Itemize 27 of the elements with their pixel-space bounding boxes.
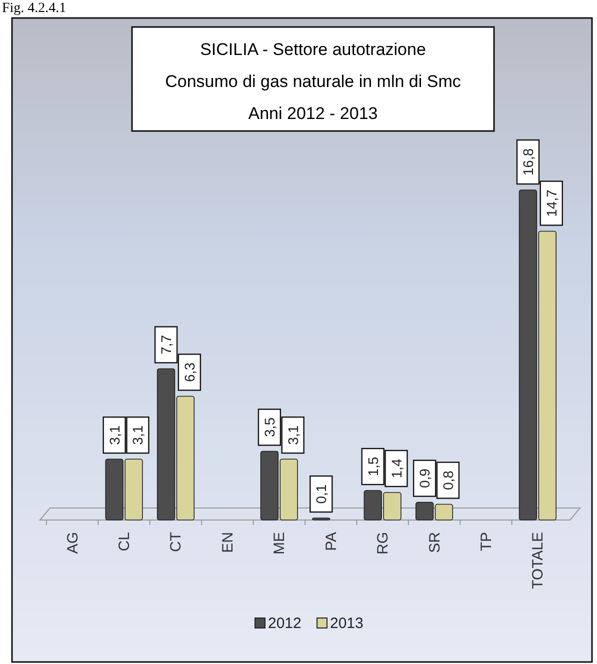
data-label: 0,9 [416, 468, 433, 488]
data-label: 7,7 [158, 334, 174, 354]
caption: Fig. 4.2.4.1 [2, 1, 66, 16]
legend-label: 2012 [268, 615, 302, 632]
data-label: 6,3 [181, 362, 198, 382]
data-label: 1,5 [364, 456, 381, 476]
data-label: 3,1 [106, 425, 122, 445]
data-label: 16,8 [520, 148, 536, 176]
x-tick-label: TOTALE [530, 532, 547, 589]
x-tick-label: ME [271, 532, 288, 554]
data-label: 3,1 [130, 425, 146, 445]
x-tick-label: CL [116, 532, 134, 552]
data-label: 0,1 [313, 484, 330, 504]
x-tick-label: EN [219, 532, 236, 553]
x-tick-label: CT [168, 532, 185, 552]
data-label: 1,4 [388, 458, 404, 478]
x-tick-label: PA [322, 532, 340, 551]
data-label: 3,5 [261, 417, 278, 437]
data-label: 0,8 [440, 470, 456, 490]
x-tick-label: RG [374, 532, 392, 554]
data-label: 14,7 [543, 189, 560, 217]
legend-label: 2013 [330, 615, 364, 632]
x-tick-label: TP [478, 532, 495, 552]
x-tick-label: SR [426, 532, 444, 553]
chart-title: SICILIA - Settore autotrazione Consumo di gas naturale in mln di Smc Anni 2012 - 2013 [165, 40, 462, 123]
data-label: 3,1 [284, 425, 301, 445]
x-tick-label: AG [64, 532, 82, 554]
